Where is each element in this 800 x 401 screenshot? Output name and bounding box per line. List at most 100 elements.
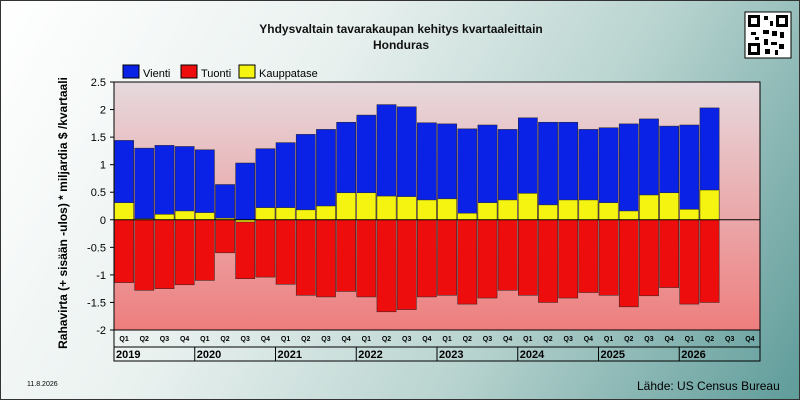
quarter-axis-box bbox=[113, 329, 761, 348]
bar-tuonti bbox=[255, 219, 276, 278]
y-axis-label: Rahavirta (+ sisään -ulos) * miljardia $… bbox=[56, 77, 70, 349]
bar-vienti bbox=[457, 128, 478, 221]
bar-tuonti bbox=[316, 219, 336, 298]
x-tick-quarter: Q2 bbox=[463, 336, 472, 343]
x-tick-quarter: Q1 bbox=[442, 336, 451, 343]
bar-tuonti bbox=[174, 219, 195, 286]
bar-kauppatase bbox=[679, 209, 700, 221]
legend-swatch-vienti bbox=[122, 64, 140, 79]
bar-tuonti bbox=[215, 219, 235, 254]
bar-vienti bbox=[195, 149, 215, 221]
bar-tuonti bbox=[295, 219, 316, 296]
bar-vienti bbox=[618, 123, 639, 221]
bar-tuonti bbox=[679, 219, 700, 305]
x-tick-quarter: Q3 bbox=[241, 336, 250, 343]
bar-kauppatase bbox=[295, 209, 316, 221]
x-tick-year: 2025 bbox=[601, 349, 625, 361]
x-tick-year: 2019 bbox=[116, 349, 140, 361]
x-tick-quarter: Q4 bbox=[341, 336, 350, 343]
x-tick-quarter: Q2 bbox=[301, 336, 310, 343]
bar-kauppatase bbox=[497, 199, 518, 221]
bar-tuonti bbox=[639, 219, 659, 297]
bar-kauppatase bbox=[174, 210, 195, 221]
bar-kauppatase bbox=[639, 194, 659, 221]
bar-tuonti bbox=[437, 219, 457, 296]
x-tick-quarter: Q4 bbox=[180, 336, 189, 343]
x-tick-quarter: Q4 bbox=[664, 336, 673, 343]
bar-vienti bbox=[134, 147, 155, 221]
x-tick-quarter: Q1 bbox=[523, 336, 532, 343]
y-tick-label: 2.5 bbox=[91, 77, 106, 89]
x-tick-quarter: Q3 bbox=[564, 336, 573, 343]
bar-kauppatase bbox=[598, 202, 619, 221]
bar-kauppatase bbox=[275, 207, 296, 221]
bar-kauppatase bbox=[618, 210, 639, 221]
bar-tuonti bbox=[275, 219, 296, 285]
bar-tuonti bbox=[195, 219, 215, 281]
x-tick-year: 2026 bbox=[681, 349, 705, 361]
x-tick-quarter: Q2 bbox=[624, 336, 633, 343]
bar-kauppatase bbox=[154, 214, 175, 221]
x-tick-quarter: Q3 bbox=[160, 336, 169, 343]
axis-layer: 2.5 2 1.5 1 0.5 0 -0.5 -1 -1.5 -2 Q1 Q2 Q3 Q4 Q1 Q2 Q3 Q4… bbox=[87, 77, 761, 362]
x-tick-quarter: Q3 bbox=[483, 336, 492, 343]
bar-kauppatase bbox=[396, 196, 417, 221]
bar-vienti bbox=[174, 146, 195, 221]
bar-vienti bbox=[235, 162, 256, 221]
x-tick-quarter: Q4 bbox=[261, 336, 270, 343]
bar-tuonti bbox=[396, 219, 417, 310]
legend: Vienti Tuonti Kauppatase bbox=[122, 64, 318, 80]
bar-tuonti bbox=[114, 219, 134, 283]
y-tick-label: 1 bbox=[100, 160, 106, 172]
bar-vienti bbox=[679, 124, 700, 221]
bar-kauppatase bbox=[578, 199, 599, 221]
x-tick-year: 2021 bbox=[278, 349, 302, 361]
x-tick-quarter: Q3 bbox=[321, 336, 330, 343]
x-tick-quarter: Q1 bbox=[685, 336, 694, 343]
bar-tuonti bbox=[518, 219, 538, 296]
bar-kauppatase bbox=[114, 202, 134, 221]
bar-tuonti bbox=[134, 219, 155, 291]
legend-swatch-tuonti bbox=[180, 64, 198, 79]
bar-kauppatase bbox=[477, 202, 498, 221]
bar-kauppatase bbox=[195, 212, 215, 221]
bar-tuonti bbox=[477, 219, 498, 299]
bar-kauppatase bbox=[699, 189, 720, 221]
qr-code-icon bbox=[744, 11, 792, 59]
bar-kauppatase bbox=[376, 195, 397, 221]
bar-tuonti bbox=[659, 219, 679, 288]
y-tick-label: 2 bbox=[100, 105, 106, 117]
x-tick-quarter: Q4 bbox=[422, 336, 431, 343]
x-tick-quarter: Q1 bbox=[119, 336, 128, 343]
bar-kauppatase bbox=[437, 198, 457, 221]
x-tick-quarter: Q2 bbox=[705, 336, 714, 343]
x-tick-quarter: Q4 bbox=[584, 336, 593, 343]
x-tick-quarter: Q2 bbox=[220, 336, 229, 343]
y-tick-label: -2 bbox=[96, 325, 106, 337]
bar-tuonti bbox=[497, 219, 518, 291]
bar-vienti bbox=[154, 145, 175, 221]
x-tick-quarter: Q3 bbox=[725, 336, 734, 343]
x-tick-quarter: Q2 bbox=[543, 336, 552, 343]
x-tick-quarter: Q4 bbox=[503, 336, 512, 343]
x-tick-quarter: Q1 bbox=[281, 336, 290, 343]
bar-tuonti bbox=[235, 219, 256, 279]
bar-kauppatase bbox=[255, 207, 276, 221]
bar-vienti bbox=[215, 184, 235, 221]
y-tick-label: -1 bbox=[96, 270, 106, 282]
bar-tuonti bbox=[618, 219, 639, 308]
x-tick-quarter: Q1 bbox=[604, 336, 613, 343]
y-tick-label: 0.5 bbox=[91, 187, 106, 199]
bar-kauppatase bbox=[518, 193, 538, 221]
x-tick-year: 2024 bbox=[520, 349, 545, 361]
bar-tuonti bbox=[457, 219, 478, 305]
legend-label-vienti: Vienti bbox=[143, 68, 170, 80]
x-tick-quarter: Q4 bbox=[745, 336, 754, 343]
bars-layer bbox=[114, 104, 720, 313]
y-tick-label: -0.5 bbox=[87, 242, 106, 254]
y-tick-label: -1.5 bbox=[87, 297, 106, 309]
x-tick-quarter: Q2 bbox=[382, 336, 391, 343]
footer-date: 11.8.2026 bbox=[27, 381, 58, 388]
y-tick-label: 0 bbox=[100, 215, 106, 227]
